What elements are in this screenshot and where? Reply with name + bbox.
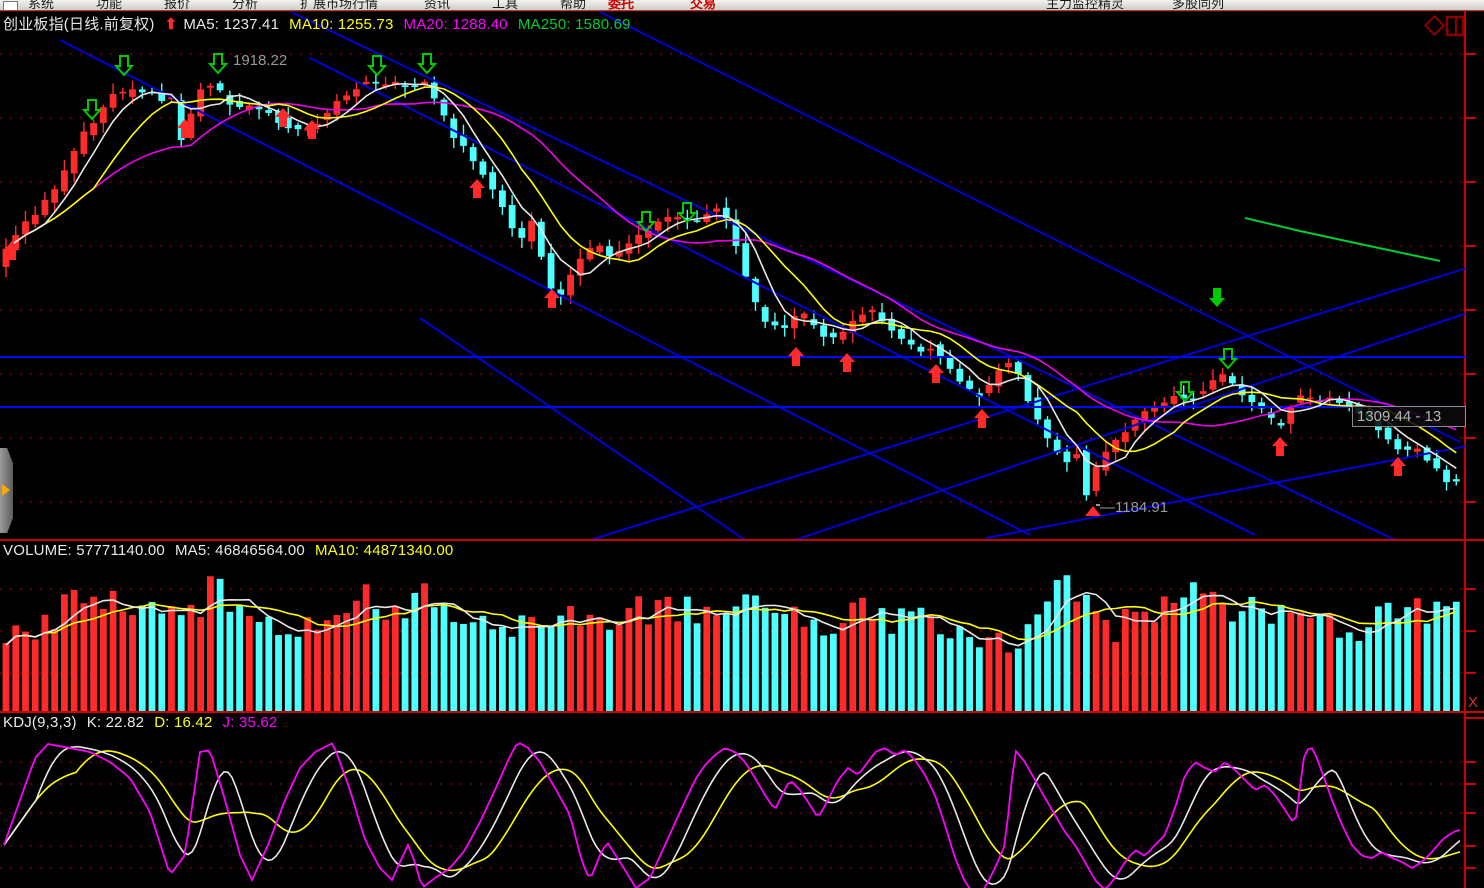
trend-up-arrow-icon: ⬆ bbox=[164, 16, 178, 33]
ma20-value: MA20: 1288.40 bbox=[403, 16, 508, 33]
menu-item[interactable]: 扩展市场行情 bbox=[300, 0, 379, 11]
kdj-j-value: J: 35.62 bbox=[222, 714, 278, 731]
menu-item[interactable]: 帮助 bbox=[560, 0, 587, 11]
volume-header: VOLUME: 57771140.00 MA5: 46846564.00 MA10:… bbox=[3, 542, 463, 559]
menu-item[interactable]: 系统 bbox=[28, 0, 55, 11]
expand-arrow-icon bbox=[2, 484, 10, 496]
menu-item[interactable]: 分析 bbox=[232, 0, 259, 11]
high-price-label: 1918.22 bbox=[233, 52, 288, 69]
menu-item-trade[interactable]: 委托 bbox=[608, 0, 635, 11]
ma250-value: MA250: 1580.69 bbox=[517, 16, 631, 33]
price-range-tooltip: 1309.44 - 13 bbox=[1352, 406, 1466, 427]
kdj-header: KDJ(9,3,3) K: 22.82 D: 16.42 J: 35.62 bbox=[3, 714, 287, 731]
menu-item-trade[interactable]: 交易 bbox=[690, 0, 717, 11]
volume-ma10-value: MA10: 44871340.00 bbox=[314, 542, 454, 559]
symbol-title: 创业板指(日线.前复权) bbox=[3, 16, 155, 33]
app-icon[interactable] bbox=[3, 1, 18, 10]
ma5-value: MA5: 1237.41 bbox=[183, 16, 280, 33]
pane-close-button[interactable]: X bbox=[1468, 694, 1479, 711]
menu-item[interactable]: 功能 bbox=[96, 0, 123, 11]
volume-value: VOLUME: 57771140.00 bbox=[3, 542, 165, 559]
menu-item[interactable]: 报价 bbox=[164, 0, 191, 11]
volume-pane[interactable] bbox=[2, 575, 1460, 711]
split-window-icon[interactable] bbox=[1445, 15, 1465, 37]
main-price-pane[interactable] bbox=[0, 12, 1467, 540]
kdj-params: KDJ(9,3,3) bbox=[3, 714, 77, 731]
menu-item-right[interactable]: 多股同列 bbox=[1172, 0, 1225, 11]
sidebar-expand-tab[interactable] bbox=[0, 448, 13, 533]
diamond-icon[interactable] bbox=[1423, 14, 1446, 37]
low-price-label: —1184.91 bbox=[1100, 499, 1169, 516]
ma10-value: MA10: 1255.73 bbox=[289, 16, 394, 33]
menu-item[interactable]: 资讯 bbox=[424, 0, 451, 11]
kdj-pane[interactable] bbox=[3, 742, 1461, 888]
menu-item[interactable]: 工具 bbox=[492, 0, 519, 11]
kdj-d-value: D: 16.42 bbox=[154, 714, 213, 731]
volume-ma5-value: MA5: 46846564.00 bbox=[174, 542, 305, 559]
menu-item-right[interactable]: 主力监控精灵 bbox=[1046, 0, 1125, 11]
main-chart-header: 创业板指(日线.前复权) ⬆ MA5: 1237.41 MA10: 1255.73 MA… bbox=[3, 13, 641, 34]
kdj-k-value: K: 22.82 bbox=[86, 714, 145, 731]
